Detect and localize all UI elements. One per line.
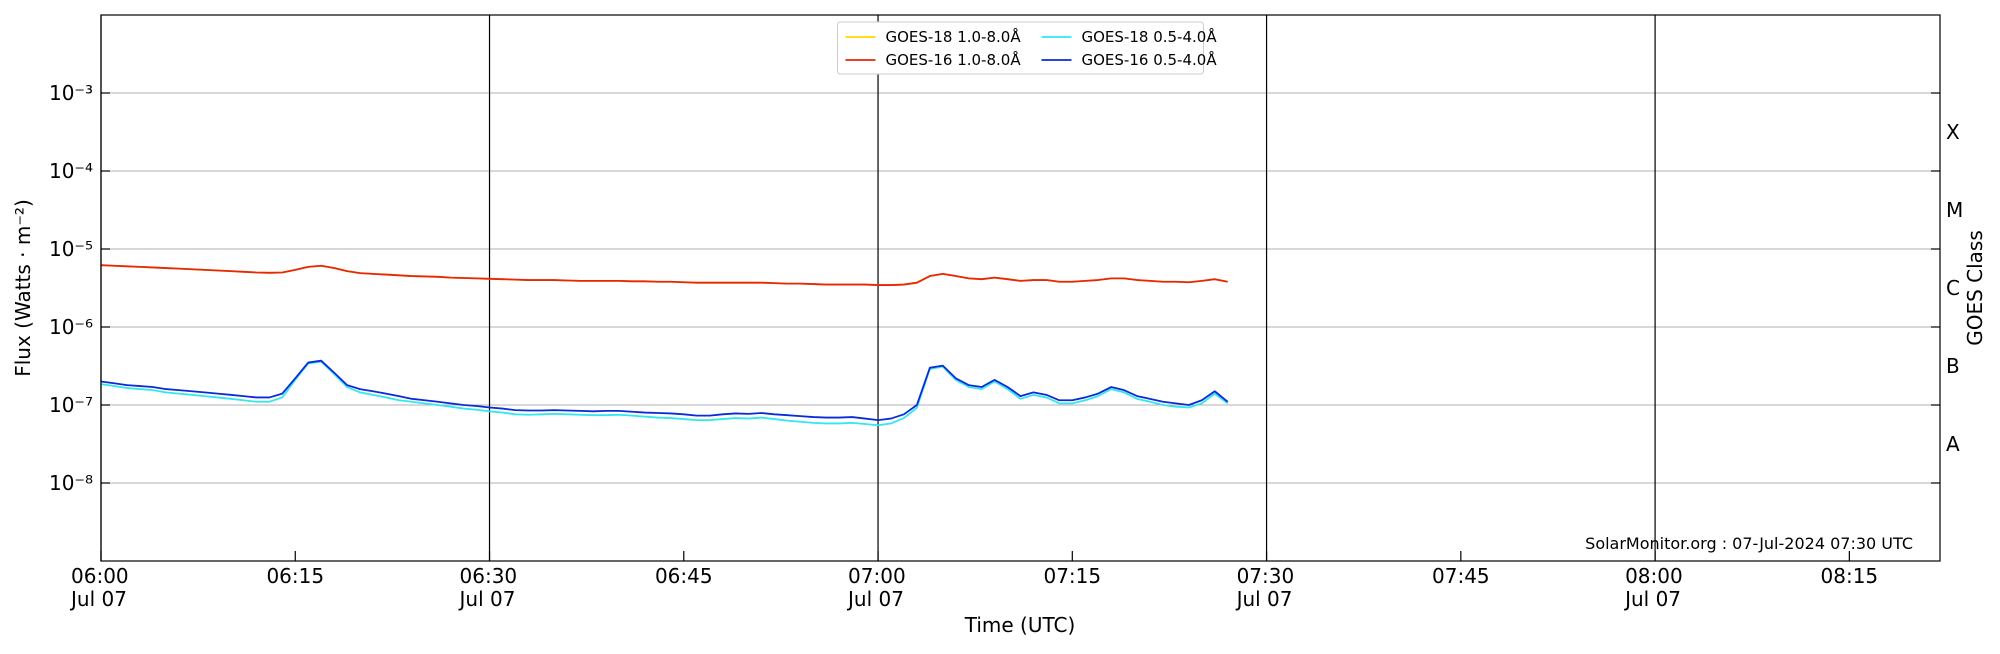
- x-tick-label: 08:00 Jul 07: [1623, 564, 1683, 611]
- y-tick-label: 10⁻⁶: [49, 315, 93, 339]
- legend-label: GOES-16 1.0-8.0Å: [886, 50, 1022, 69]
- y-tick-label: 10⁻³: [49, 81, 93, 105]
- y-axis-label: Flux (Watts · m⁻²): [11, 199, 35, 377]
- y2-tick-label: C: [1946, 276, 1960, 300]
- x-tick-label: 06:45: [655, 564, 713, 588]
- y-tick-label: 10⁻⁸: [49, 471, 93, 495]
- legend-label: GOES-16 0.5-4.0Å: [1082, 50, 1218, 69]
- legend-box: [837, 21, 1204, 75]
- legend-label: GOES-18 1.0-8.0Å: [886, 27, 1022, 46]
- x-axis-label: Time (UTC): [964, 613, 1076, 637]
- y2-axis-label: GOES Class: [1963, 230, 1987, 346]
- series-line: [100, 264, 1228, 286]
- y-tick-label: 10⁻⁵: [49, 237, 93, 261]
- y2-tick-label: A: [1946, 432, 1960, 456]
- y2-tick-label: B: [1946, 354, 1960, 378]
- annotation: SolarMonitor.org : 07-Jul-2024 07:30 UTC: [1585, 534, 1913, 553]
- x-tick-label: 08:15: [1821, 564, 1879, 588]
- x-tick-label: 07:15: [1043, 564, 1101, 588]
- y-tick-label: 10⁻⁷: [49, 393, 93, 417]
- x-tick-label: 07:00 Jul 07: [846, 564, 906, 611]
- y2-tick-label: X: [1946, 120, 1960, 144]
- legend-label: GOES-18 0.5-4.0Å: [1082, 27, 1218, 46]
- plot-frame: [100, 14, 1941, 562]
- x-tick-label: 06:00 Jul 07: [69, 564, 129, 611]
- x-tick-label: 07:30 Jul 07: [1235, 564, 1295, 611]
- series-line: [100, 360, 1229, 427]
- x-tick-label: 06:30 Jul 07: [458, 564, 518, 611]
- y2-tick-label: M: [1946, 198, 1963, 222]
- series-line: [100, 359, 1229, 422]
- y-tick-label: 10⁻⁴: [49, 159, 93, 183]
- x-tick-label: 07:45: [1432, 564, 1490, 588]
- x-tick-label: 06:15: [266, 564, 324, 588]
